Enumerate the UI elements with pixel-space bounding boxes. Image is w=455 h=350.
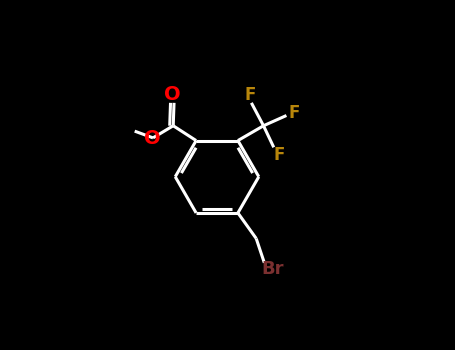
- Text: F: F: [273, 146, 285, 164]
- Text: O: O: [164, 85, 181, 104]
- Text: F: F: [288, 104, 300, 122]
- Text: Br: Br: [262, 260, 284, 278]
- Text: O: O: [144, 129, 161, 148]
- Text: F: F: [244, 86, 256, 104]
